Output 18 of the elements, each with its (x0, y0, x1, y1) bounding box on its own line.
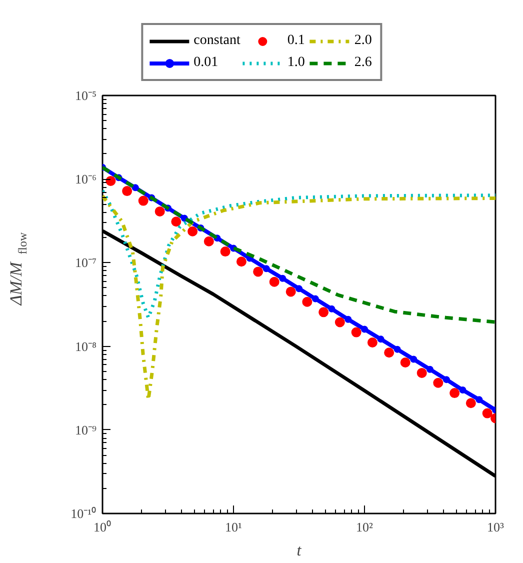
y-tick-label: 10⁻¹⁰ (70, 506, 97, 521)
y-tick-label: 10⁻⁵ (74, 88, 97, 103)
x-tick-label: 10² (356, 520, 374, 534)
legend-label: 0.1 (287, 33, 306, 49)
y-tick-label: 10⁻⁷ (74, 255, 97, 270)
legend-label: 2.6 (354, 55, 373, 71)
legend-label: 1.0 (287, 55, 306, 71)
legend-label: 0.01 (194, 55, 218, 71)
x-tick-label: 10³ (487, 520, 504, 534)
y-tick-label: 10⁻⁹ (74, 422, 97, 438)
y-tick-label: 10⁻⁸ (74, 338, 97, 354)
x-tick-label: 10⁰ (94, 520, 112, 534)
x-axis-title: t (296, 542, 302, 560)
x-tick-label: 10¹ (225, 520, 242, 534)
legend-label: constant (194, 33, 240, 49)
legend-label: 2.0 (354, 33, 373, 49)
y-tick-label: 10⁻⁶ (74, 172, 97, 187)
y-axis-title: ΔM/Mflow (6, 232, 30, 306)
